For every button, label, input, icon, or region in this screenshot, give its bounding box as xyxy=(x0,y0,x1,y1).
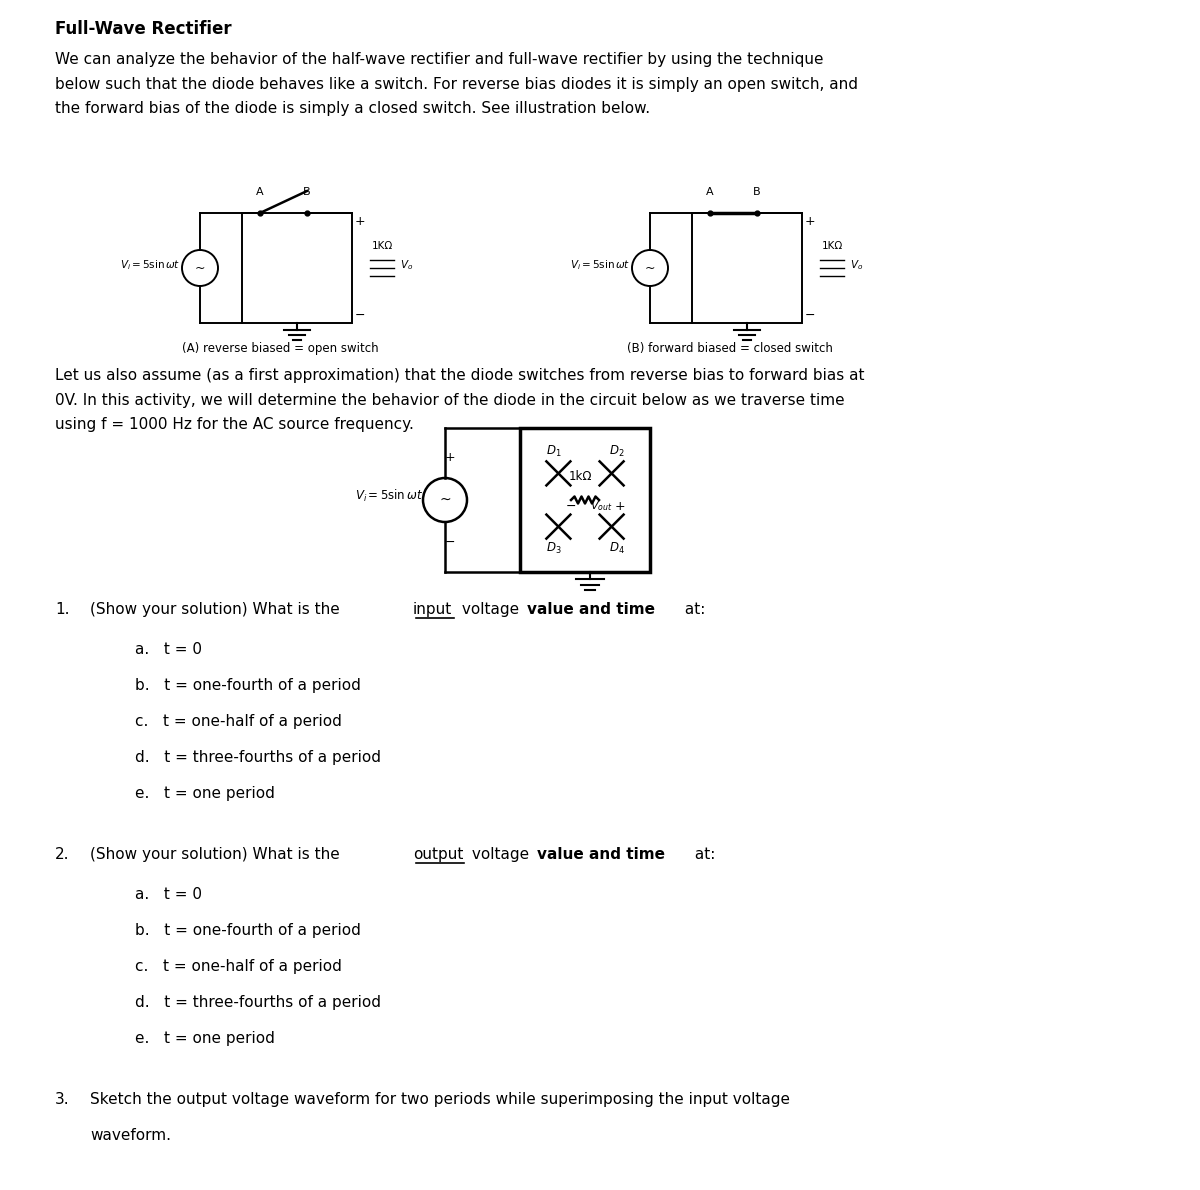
Text: 1.: 1. xyxy=(55,602,70,616)
Text: Sketch the output voltage waveform for two periods while superimposing the input: Sketch the output voltage waveform for t… xyxy=(90,1092,790,1107)
Bar xyxy=(242,213,352,322)
Text: $D_1$: $D_1$ xyxy=(546,444,562,459)
Text: +: + xyxy=(805,215,816,228)
Text: c.   t = one-half of a period: c. t = one-half of a period xyxy=(134,959,342,973)
Text: A: A xyxy=(256,187,264,198)
Text: e.   t = one period: e. t = one period xyxy=(134,787,275,801)
Text: −: − xyxy=(805,309,816,322)
Text: $V_i = 5\sin\omega t$: $V_i = 5\sin\omega t$ xyxy=(570,258,630,271)
Bar xyxy=(692,213,802,322)
Text: a.   t = 0: a. t = 0 xyxy=(134,641,202,657)
Text: −: − xyxy=(445,536,455,549)
Text: We can analyze the behavior of the half-wave rectifier and full-wave rectifier b: We can analyze the behavior of the half-… xyxy=(55,52,858,117)
Text: voltage: voltage xyxy=(457,602,524,616)
Text: +: + xyxy=(355,215,366,228)
Text: $D_4$: $D_4$ xyxy=(608,540,624,556)
Text: Full-Wave Rectifier: Full-Wave Rectifier xyxy=(55,20,232,38)
Text: $V_o$: $V_o$ xyxy=(850,258,863,271)
Text: e.   t = one period: e. t = one period xyxy=(134,1031,275,1046)
Text: b.   t = one-fourth of a period: b. t = one-fourth of a period xyxy=(134,923,361,938)
Text: at:: at: xyxy=(680,602,706,616)
Text: 3.: 3. xyxy=(55,1092,70,1107)
Bar xyxy=(520,428,650,572)
Text: +: + xyxy=(445,451,455,464)
Text: B: B xyxy=(304,187,311,198)
Text: −: − xyxy=(565,500,576,513)
Text: (Show your solution) What is the: (Show your solution) What is the xyxy=(90,602,344,616)
Text: $V_{out}$: $V_{out}$ xyxy=(590,499,612,513)
Text: $V_o$: $V_o$ xyxy=(400,258,413,271)
Text: voltage: voltage xyxy=(467,847,534,862)
Text: output: output xyxy=(413,847,463,862)
Text: $V_i = 5\sin\omega t$: $V_i = 5\sin\omega t$ xyxy=(120,258,180,271)
Text: +: + xyxy=(614,500,625,513)
Text: d.   t = three-fourths of a period: d. t = three-fourths of a period xyxy=(134,750,382,765)
Text: at:: at: xyxy=(690,847,715,862)
Text: $D_2$: $D_2$ xyxy=(608,444,624,459)
Text: ~: ~ xyxy=(644,262,655,275)
Text: input: input xyxy=(413,602,452,616)
Text: (A) reverse biased = open switch: (A) reverse biased = open switch xyxy=(181,342,378,355)
Text: B: B xyxy=(754,187,761,198)
Text: Let us also assume (as a first approximation) that the diode switches from rever: Let us also assume (as a first approxima… xyxy=(55,368,864,432)
Text: a.   t = 0: a. t = 0 xyxy=(134,887,202,902)
Text: 1kΩ: 1kΩ xyxy=(569,470,592,483)
Text: 2.: 2. xyxy=(55,847,70,862)
Text: waveform.: waveform. xyxy=(90,1128,172,1144)
Text: b.   t = one-fourth of a period: b. t = one-fourth of a period xyxy=(134,678,361,693)
Text: $D_3$: $D_3$ xyxy=(546,540,562,556)
Text: 1KΩ: 1KΩ xyxy=(822,242,844,251)
Text: d.   t = three-fourths of a period: d. t = three-fourths of a period xyxy=(134,995,382,1010)
Text: ~: ~ xyxy=(194,262,205,275)
Text: −: − xyxy=(355,309,366,322)
Text: ~: ~ xyxy=(439,493,451,507)
Text: $V_i = 5\sin\omega t$: $V_i = 5\sin\omega t$ xyxy=(355,488,424,505)
Text: A: A xyxy=(706,187,714,198)
Text: 1KΩ: 1KΩ xyxy=(372,242,394,251)
Text: (Show your solution) What is the: (Show your solution) What is the xyxy=(90,847,344,862)
Text: (B) forward biased = closed switch: (B) forward biased = closed switch xyxy=(628,342,833,355)
Text: c.   t = one-half of a period: c. t = one-half of a period xyxy=(134,714,342,729)
Text: value and time: value and time xyxy=(527,602,655,616)
Text: value and time: value and time xyxy=(538,847,665,862)
